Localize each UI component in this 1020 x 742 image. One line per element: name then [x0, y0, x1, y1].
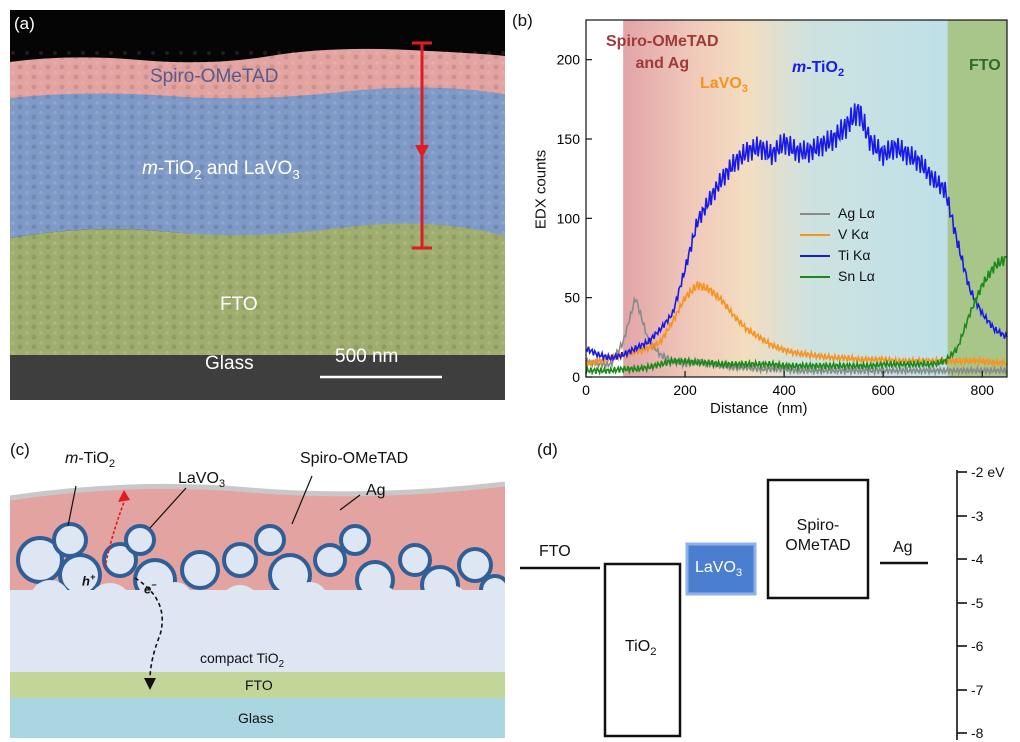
y-axis-label: EDX counts — [532, 149, 550, 230]
x-tick-label-2: 400 — [772, 382, 796, 398]
lavo3-label: LaVO3 — [695, 559, 743, 580]
series-line-2 — [585, 103, 1008, 363]
fto-label: FTO — [539, 543, 571, 560]
tio2-box — [603, 562, 682, 738]
device-schematic — [10, 475, 505, 738]
region-mtio2-label: m-TiO2 — [792, 59, 845, 80]
fto-label: FTO — [245, 677, 273, 693]
y-tick-label-3: 150 — [557, 131, 581, 147]
energy-tick-label-0: -2 eV — [971, 464, 1005, 480]
region-lavo3-label: LaVO3 — [700, 75, 749, 96]
hole-label: h+ — [82, 572, 96, 589]
layer-spiro-label: Spiro-OMeTAD — [150, 66, 279, 87]
panel-d-label: (d) — [537, 440, 558, 459]
series-line-0 — [585, 296, 1008, 377]
layer-glass-label: Glass — [205, 353, 254, 374]
energy-tick-label-2: -4 — [971, 551, 984, 567]
energy-tick-label-5: -7 — [971, 682, 984, 698]
energy-tick-label-3: -5 — [971, 595, 984, 611]
region-fto-band — [947, 20, 1007, 377]
plot-frame — [585, 19, 1008, 378]
x-tick-label-4: 800 — [971, 382, 995, 398]
lavo3-label: LaVO3 — [178, 470, 226, 491]
spiro-box — [766, 478, 870, 600]
x-tick-label-1: 200 — [673, 382, 697, 398]
layer-fto-label: FTO — [220, 294, 258, 315]
y-tick-label-2: 100 — [557, 210, 581, 226]
thickness-marker — [412, 41, 432, 250]
layer-mid-label: m-TiO2 and LaVO3 — [142, 158, 300, 182]
x-axis-label: Distance (nm) — [710, 400, 808, 417]
x-tick-label-0: 0 — [582, 382, 590, 398]
tio2-particles — [16, 522, 505, 606]
m-tio2-label: m-TiO2 — [65, 450, 116, 471]
fto-band — [10, 672, 505, 698]
energy-tick-label-4: -6 — [971, 638, 984, 654]
tio2-label: TiO2 — [625, 638, 657, 659]
panel-a-label: (a) — [14, 14, 35, 33]
ag-label: Ag — [893, 539, 913, 556]
panel-c-label: (c) — [10, 440, 30, 459]
compact-band — [10, 640, 505, 672]
legend-item-v: V Kα — [800, 224, 875, 245]
energy-tick-label-6: -8 — [971, 725, 984, 741]
region-band — [623, 20, 948, 377]
spiro-label: Spiro- OMeTAD — [785, 517, 851, 554]
region-fto-label: FTO — [969, 57, 1001, 74]
y-tick-label-4: 200 — [557, 52, 581, 68]
legend-item-sn: Sn Lα — [800, 266, 875, 287]
electron-label: e− — [144, 580, 157, 597]
band-diagram — [520, 470, 967, 740]
glass-band — [10, 698, 505, 738]
panel-b: (b) 0 200 400 600 800 0 50 100 150 200 Spiro-OMeT… — [510, 5, 1015, 425]
energy-ticks — [957, 471, 967, 734]
region-spiro-label: Spiro-OMeTAD and Ag — [606, 33, 719, 72]
x-tick-label-3: 600 — [871, 382, 895, 398]
electron-arrow — [134, 577, 164, 681]
sem-image — [10, 10, 505, 400]
panel-a: (a) Spiro-OMeTAD m-TiO2 and LaVO3 FTO Gl… — [10, 10, 505, 400]
spiro-label: Spiro-OMeTAD — [300, 450, 409, 467]
glass-label: Glass — [238, 710, 274, 726]
panel-d: (d) FTO TiO2 LaVO3 Spiro- OMeTAD Ag — [515, 440, 1015, 741]
panel-b-label: (b) — [512, 11, 533, 30]
energy-tick-label-1: -3 — [971, 508, 984, 524]
compact-tio2-label: compact TiO2 — [200, 650, 285, 670]
legend-item-ag: Ag Lα — [800, 203, 875, 224]
ag-layer — [10, 481, 505, 501]
ag-label: Ag — [366, 482, 386, 499]
legend-item-ti: Ti Kα — [800, 245, 875, 266]
y-tick-label-1: 50 — [564, 290, 580, 306]
series-line-3 — [585, 255, 1008, 376]
hole-arrow — [104, 501, 125, 569]
legend: Ag Lα V Kα Ti Kα Sn Lα — [800, 203, 875, 287]
edx-chart: 0 200 400 600 800 0 50 100 150 200 — [557, 19, 1008, 398]
panel-c: (c) — [10, 440, 505, 740]
y-tick-label-0: 0 — [572, 369, 580, 385]
scale-bar-label: 500 nm — [335, 346, 399, 367]
lavo3-box — [685, 542, 757, 596]
